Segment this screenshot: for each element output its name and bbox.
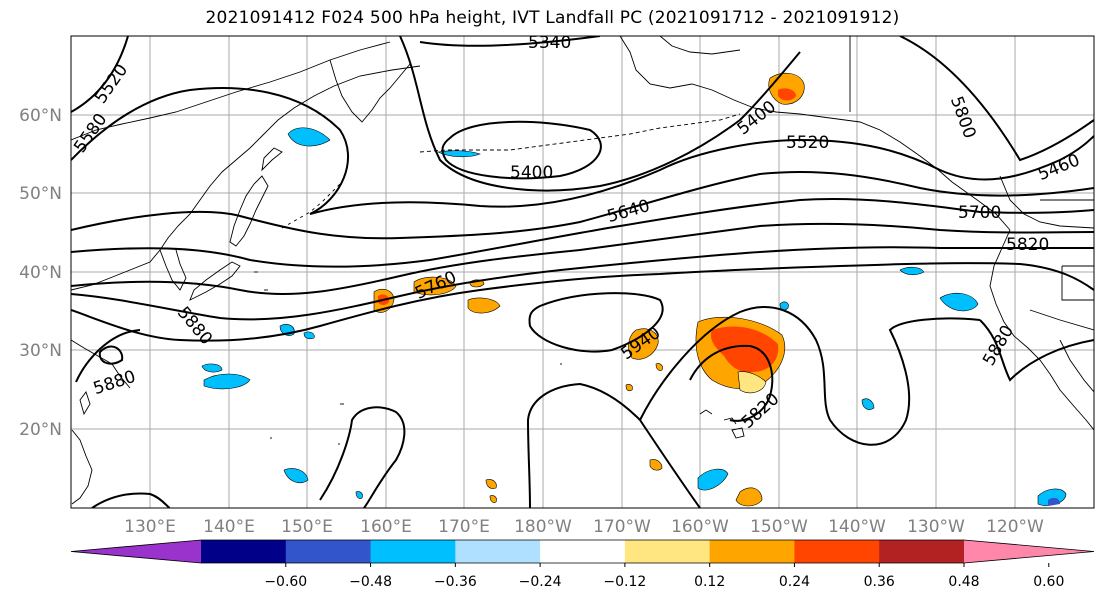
colorbar-extend-low <box>71 540 201 563</box>
map-title: 2021091412 F024 500 hPa height, IVT Land… <box>205 8 900 28</box>
lon-label-160w: 160°W <box>671 517 729 537</box>
lat-label-20n: 20°N <box>19 420 62 440</box>
lon-label-160e: 160°E <box>360 517 412 537</box>
lon-label-130e: 130°E <box>124 517 176 537</box>
colorbar-tick-label: 0.48 <box>948 574 979 590</box>
colorbar-bin <box>624 540 711 563</box>
contour-labels: 5340 5520 5580 5400 5400 5520 5640 5760 … <box>71 33 1083 433</box>
colorbar-tick-label: −0.48 <box>349 574 392 590</box>
lat-label-60n: 60°N <box>19 106 62 126</box>
longitude-labels: 130°E 140°E 150°E 160°E 170°E 180°W 170°… <box>124 517 1044 537</box>
colorbar-tick-label: 0.36 <box>864 574 895 590</box>
contour-label-5820-a: 5820 <box>1006 235 1049 255</box>
colorbar-tick-label: 0.24 <box>779 574 810 590</box>
colorbar-bin <box>794 540 880 563</box>
lon-label-170e: 170°E <box>438 517 490 537</box>
colorbar-tick-label: −0.12 <box>603 574 646 590</box>
lat-label-30n: 30°N <box>19 341 62 361</box>
lon-label-120w: 120°W <box>986 517 1044 537</box>
colorbar-tick-label: −0.60 <box>264 574 307 590</box>
latitude-labels: 60°N 50°N 40°N 30°N 20°N <box>19 106 62 440</box>
colorbar-extend-high <box>964 540 1094 563</box>
colorbar-bin <box>879 540 965 563</box>
lat-label-40n: 40°N <box>19 263 62 283</box>
colorbar-bin <box>285 540 372 563</box>
colorbar-tick-label: 0.60 <box>1033 574 1064 590</box>
lon-label-150w: 150°W <box>750 517 808 537</box>
contour-label-5400-low: 5400 <box>510 163 553 183</box>
ivt-shading <box>201 72 1067 507</box>
colorbar-tick-label: −0.36 <box>434 574 477 590</box>
colorbar-bin <box>540 540 626 563</box>
height-contours <box>71 36 1094 508</box>
colorbar: −0.60 −0.48 −0.36 −0.24 −0.12 0.12 0.24 0.36 0.4… <box>70 539 1095 590</box>
lon-label-130w: 130°W <box>907 517 965 537</box>
lon-label-180w: 180°W <box>514 517 572 537</box>
contour-label-5520-b: 5520 <box>786 133 829 153</box>
coastlines <box>71 36 1094 505</box>
map-frame <box>70 35 1095 509</box>
contour-label-5700: 5700 <box>958 203 1001 223</box>
colorbar-bin <box>370 540 456 563</box>
colorbar-tick-label: 0.12 <box>694 574 725 590</box>
lon-label-140w: 140°W <box>828 517 886 537</box>
colorbar-outline <box>70 539 1095 564</box>
colorbar-bin <box>709 540 795 563</box>
colorbar-bin <box>455 540 541 563</box>
colorbar-bin <box>201 540 287 563</box>
lon-label-170w: 170°W <box>593 517 651 537</box>
lon-label-150e: 150°E <box>281 517 333 537</box>
colorbar-tick-label: −0.24 <box>519 574 562 590</box>
lat-label-50n: 50°N <box>19 184 62 204</box>
contour-label-5340: 5340 <box>528 33 571 53</box>
lon-label-140e: 140°E <box>203 517 255 537</box>
